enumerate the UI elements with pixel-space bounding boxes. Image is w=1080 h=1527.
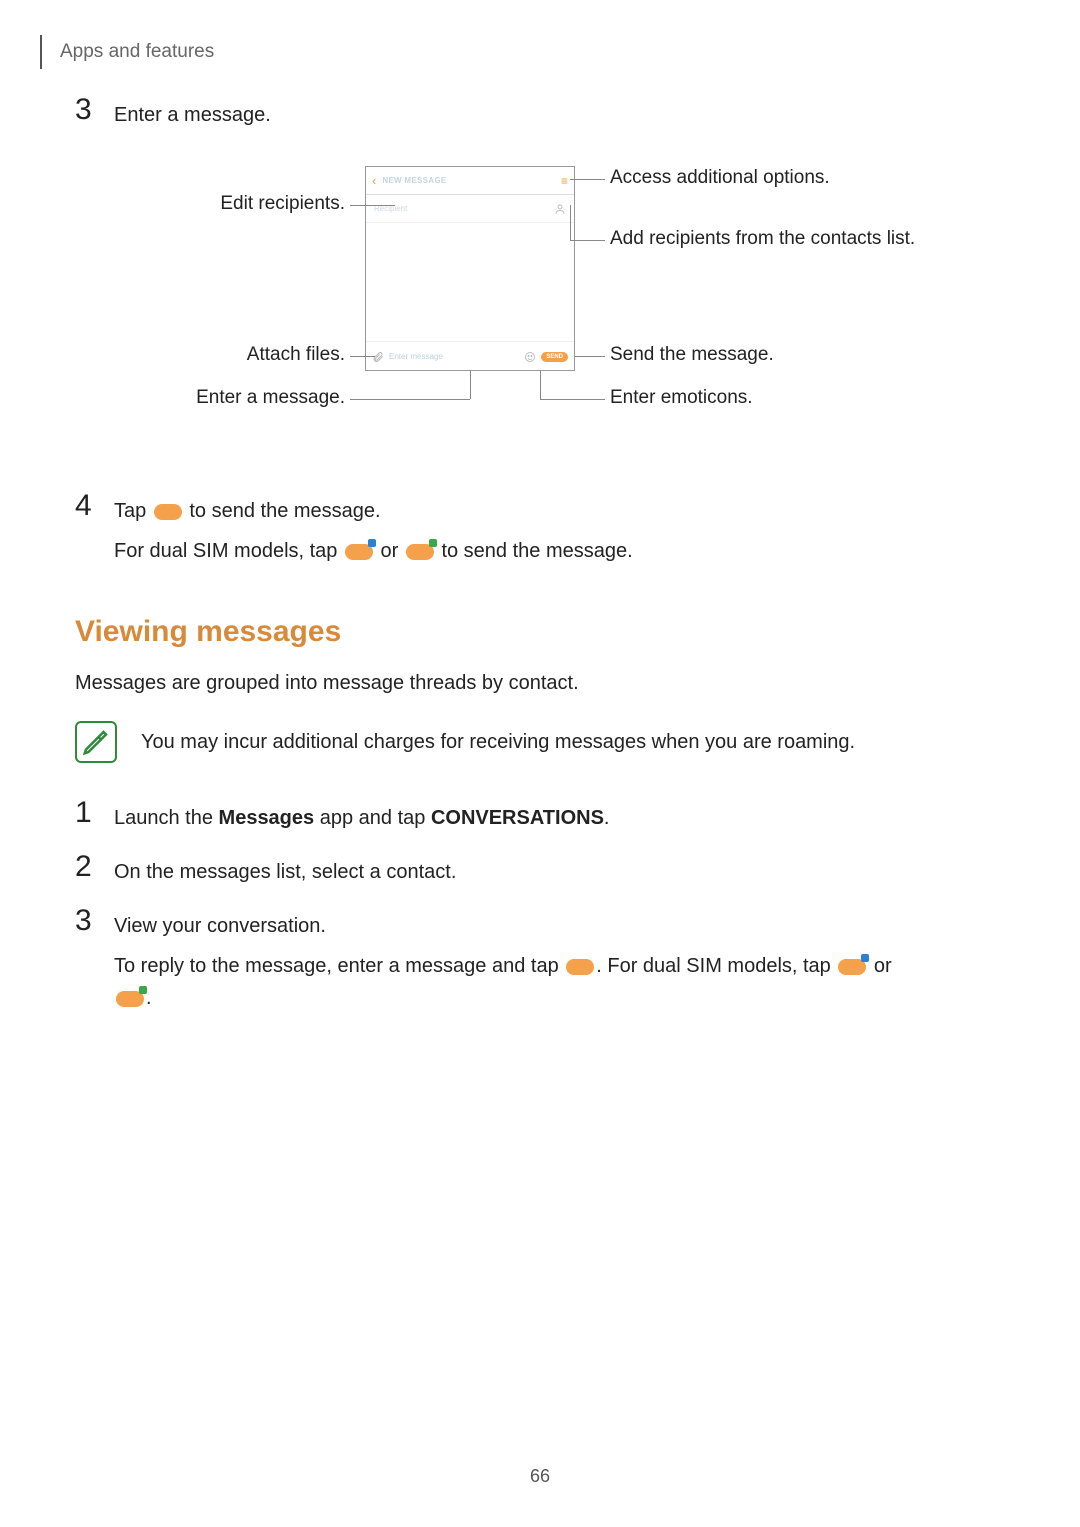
callout-enter-message: Enter a message. [75, 387, 345, 409]
text: . [604, 807, 610, 829]
app-name: Messages [219, 807, 315, 829]
callout-edit-recipients: Edit recipients. [75, 193, 345, 215]
sim2-badge [429, 539, 437, 547]
callout-add-recipients: Add recipients from the contacts list. [610, 228, 930, 250]
view-step-1: 1 Launch the Messages app and tap CONVER… [75, 798, 1005, 834]
back-icon: ‹ [372, 173, 376, 188]
note: You may incur additional charges for rec… [75, 721, 1005, 763]
leader-line [350, 399, 470, 400]
send-icon [566, 959, 594, 975]
leader-line [350, 205, 395, 206]
step-number: 4 [75, 491, 99, 521]
step-text: View your conversation. To reply to the … [114, 906, 892, 1022]
input-placeholder: Enter message [389, 352, 519, 361]
step-text: Launch the Messages app and tap CONVERSA… [114, 798, 609, 834]
leader-line [470, 371, 471, 399]
recipient-row: Recipient [366, 195, 574, 223]
menu-icon: ≡ [561, 174, 568, 188]
view-step-3: 3 View your conversation. To reply to th… [75, 906, 1005, 1022]
text: To reply to the message, enter a message… [114, 955, 564, 977]
step-text: On the messages list, select a contact. [114, 852, 456, 888]
mockup-header: ‹ NEW MESSAGE ≡ [366, 167, 574, 195]
leader-line [540, 371, 541, 399]
leader-line [570, 179, 605, 180]
contact-icon [554, 203, 566, 215]
page-number: 66 [0, 1466, 1080, 1487]
emoji-icon [524, 351, 536, 363]
callout-send-message: Send the message. [610, 344, 774, 366]
step-text: Tap to send the message. For dual SIM mo… [114, 491, 633, 575]
send-button-mock: SEND [541, 352, 568, 362]
text: Tap [114, 500, 152, 522]
send-sim1-icon [345, 544, 373, 560]
header-accent-bar [40, 35, 42, 69]
text: View your conversation. [114, 910, 892, 942]
step-number: 3 [75, 906, 99, 936]
text: to send the message. [184, 500, 381, 522]
callout-enter-emoticons: Enter emoticons. [610, 387, 753, 409]
input-row: Enter message SEND [366, 341, 574, 371]
step-3: 3 Enter a message. [75, 95, 1005, 131]
note-icon [75, 721, 117, 763]
mockup-body [366, 223, 574, 341]
callout-access-options: Access additional options. [610, 167, 830, 189]
leader-line [350, 356, 375, 357]
step-number: 1 [75, 798, 99, 828]
leader-line [575, 356, 605, 357]
leader-line [540, 399, 605, 400]
sim2-badge [139, 986, 147, 994]
leader-line [570, 240, 605, 241]
text: to send the message. [436, 540, 633, 562]
tab-name: CONVERSATIONS [431, 807, 604, 829]
step-text: Enter a message. [114, 95, 271, 131]
step-number: 3 [75, 95, 99, 125]
send-sim2-icon [116, 991, 144, 1007]
send-sim1-icon [838, 959, 866, 975]
breadcrumb: Apps and features [60, 41, 214, 63]
step-number: 2 [75, 852, 99, 882]
text: or [868, 955, 891, 977]
text: Launch the [114, 807, 219, 829]
phone-mockup: ‹ NEW MESSAGE ≡ Recipient Enter message … [365, 166, 575, 371]
send-sim2-icon [406, 544, 434, 560]
send-icon [154, 504, 182, 520]
text: app and tap [314, 807, 431, 829]
section-intro: Messages are grouped into message thread… [75, 667, 1005, 699]
text: For dual SIM models, tap [114, 540, 343, 562]
callout-attach-files: Attach files. [75, 344, 345, 366]
page-content: 3 Enter a message. ‹ NEW MESSAGE ≡ Recip… [75, 95, 1005, 1040]
note-text: You may incur additional charges for rec… [141, 721, 855, 758]
page-header: Apps and features [40, 35, 214, 69]
section-heading: Viewing messages [75, 615, 1005, 649]
view-step-2: 2 On the messages list, select a contact… [75, 852, 1005, 888]
sim1-badge [368, 539, 376, 547]
text: . For dual SIM models, tap [596, 955, 836, 977]
leader-line [570, 205, 571, 240]
text: or [375, 540, 404, 562]
message-screen-diagram: ‹ NEW MESSAGE ≡ Recipient Enter message … [75, 161, 1005, 441]
step-4: 4 Tap to send the message. For dual SIM … [75, 491, 1005, 575]
sim1-badge [861, 954, 869, 962]
mockup-title: NEW MESSAGE [382, 176, 555, 185]
